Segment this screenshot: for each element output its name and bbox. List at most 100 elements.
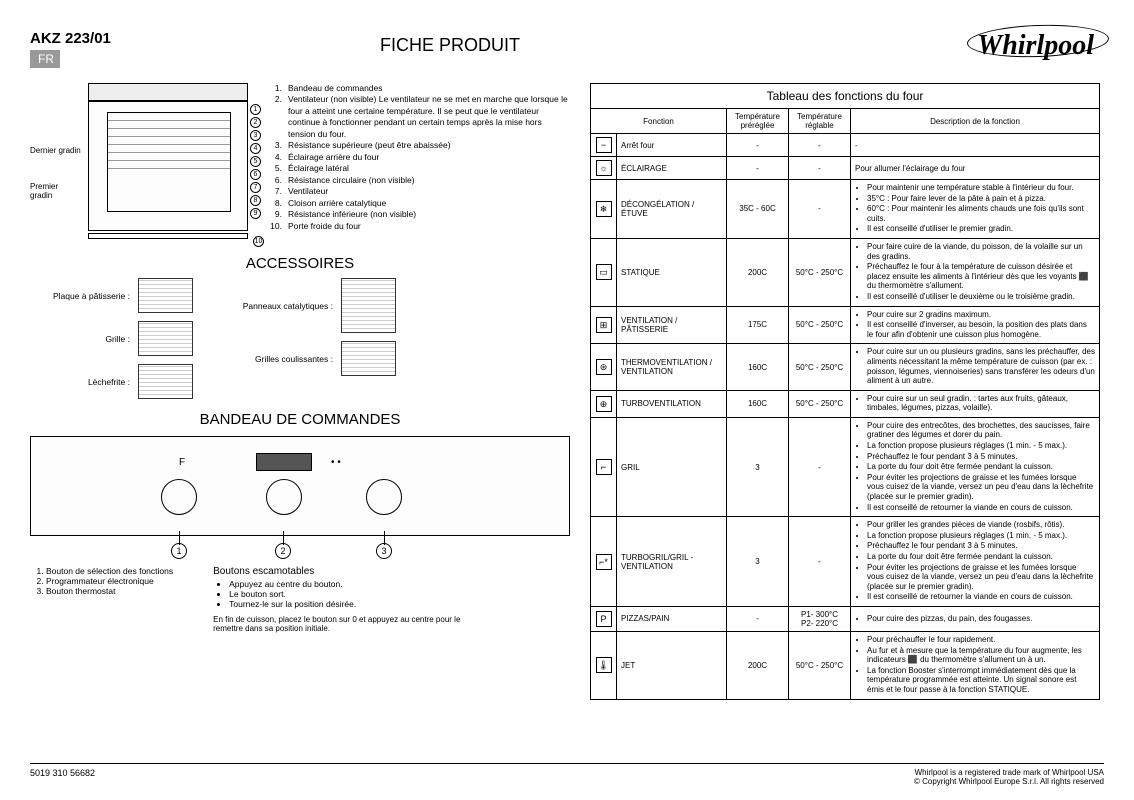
description-item: Préchauffez le four pendant 3 à 5 minute… (867, 452, 1095, 462)
description-item: Pour préchauffer le four rapidement. (867, 635, 1095, 645)
callout-text: Cloison arrière catalytique (288, 198, 570, 209)
callout-number: 4. (268, 152, 282, 163)
description-item: La porte du four doit être fermée pendan… (867, 462, 1095, 472)
label-premier-gradin: Premier gradin (30, 182, 82, 200)
adjustable-temp: - (789, 517, 851, 607)
callout-item: 10.Porte froide du four (268, 221, 570, 232)
th-function: Fonction (591, 109, 727, 134)
preset-temp: 160C (727, 344, 789, 390)
callout-text: Bandeau de commandes (288, 83, 570, 94)
function-icon: − (596, 137, 612, 153)
control-panel-title: BANDEAU DE COMMANDES (30, 411, 570, 428)
description-item: Au fur et à mesure que la température du… (867, 646, 1095, 665)
function-icon: ⌐ (596, 459, 612, 475)
function-icon-cell: ▭ (591, 238, 617, 306)
table-body: −Arrêt four---☼ÉCLAIRAGE--Pour allumer l… (591, 134, 1100, 700)
table-row: ❄DÉCONGÉLATION / ÉTUVE35C - 60C-Pour mai… (591, 180, 1100, 239)
callout-number: 6. (268, 175, 282, 186)
description-item: Pour cuire sur un ou plusieurs gradins, … (867, 347, 1095, 385)
retractable-item: Appuyez au centre du bouton. (229, 579, 463, 589)
callout-circle: 1 (171, 543, 187, 559)
oven-rack (108, 137, 230, 145)
function-icon-cell: ⊛ (591, 344, 617, 390)
callout-circle: 8 (250, 195, 261, 206)
function-description: Pour maintenir une température stable à … (851, 180, 1100, 239)
function-icon-cell: ❄ (591, 180, 617, 239)
oven-section: Dernier gradin Premier gradin (30, 83, 570, 243)
retractable-item: Tournez-le sur la position désirée. (229, 599, 463, 609)
model-number: AKZ 223/01 (30, 30, 111, 47)
function-description: - (851, 134, 1100, 157)
function-description: Pour cuire des pizzas, du pain, des foug… (851, 606, 1100, 631)
control-list: Bouton de sélection des fonctions Progra… (30, 566, 173, 633)
function-description: Pour cuire sur 2 gradins maximum.Il est … (851, 306, 1100, 344)
adjustable-temp: - (789, 417, 851, 516)
function-description: Pour allumer l'éclairage du four (851, 157, 1100, 180)
function-name: JET (617, 631, 727, 699)
callout-item: 6.Résistance circulaire (non visible) (268, 175, 570, 186)
function-icon-cell: − (591, 134, 617, 157)
function-description: Pour cuire sur un ou plusieurs gradins, … (851, 344, 1100, 390)
callout-circle: 1 (250, 104, 261, 115)
panel-display (256, 453, 312, 471)
accessory-icon (138, 364, 193, 399)
description-list: Pour griller les grandes pièces de viand… (855, 520, 1095, 602)
description-item: 60°C : Pour maintenir les aliments chaud… (867, 204, 1095, 223)
description-item: La fonction propose plusieurs réglages (… (867, 441, 1095, 451)
header-left: AKZ 223/01 FR (30, 30, 111, 68)
oven-top-panel (88, 83, 248, 101)
language-badge: FR (30, 50, 60, 68)
preset-temp: 200C (727, 238, 789, 306)
callout-circle: 3 (250, 130, 261, 141)
control-description: Bouton de sélection des fonctions Progra… (30, 566, 570, 633)
th-description: Description de la fonction (851, 109, 1100, 134)
function-icon-cell: ⊕ (591, 390, 617, 417)
table-row: −Arrêt four--- (591, 134, 1100, 157)
left-column: Dernier gradin Premier gradin (30, 83, 570, 700)
function-icon: ⊛ (596, 359, 612, 375)
description-item: Pour griller les grandes pièces de viand… (867, 520, 1095, 530)
callout-item: 4. Éclairage arrière du four (268, 152, 570, 163)
function-description: Pour cuire sur un seul gradin. : tartes … (851, 390, 1100, 417)
function-description: Pour cuire des entrecôtes, des brochette… (851, 417, 1100, 516)
footer-legal: Whirlpool is a registered trade mark of … (914, 768, 1104, 786)
accessory-item: Panneaux catalytiques : (233, 278, 396, 333)
callout-text: Résistance inférieure (non visible) (288, 209, 570, 220)
description-item: Pour maintenir une température stable à … (867, 183, 1095, 193)
callout-item: 5.Éclairage latéral (268, 163, 570, 174)
table-row: ⊛THERMOVENTILATION / VENTILATION160C50°C… (591, 344, 1100, 390)
table-row: PPIZZAS/PAIN-P1- 300°C P2- 220°CPour cui… (591, 606, 1100, 631)
description-item: Pour cuire des pizzas, du pain, des foug… (867, 614, 1095, 624)
callout-number: 10. (268, 221, 282, 232)
description-list: Pour préchauffer le four rapidement.Au f… (855, 635, 1095, 695)
preset-temp: - (727, 157, 789, 180)
description-list: Pour cuire des entrecôtes, des brochette… (855, 421, 1095, 512)
retractable-buttons-section: Boutons escamotables Appuyez au centre d… (213, 566, 463, 633)
adjustable-temp: - (789, 157, 851, 180)
description-item: Pour éviter les projections de graisse e… (867, 563, 1095, 592)
description-item: Pour cuire des entrecôtes, des brochette… (867, 421, 1095, 440)
label-dernier-gradin: Dernier gradin (30, 146, 82, 155)
oven-rack (108, 153, 230, 161)
description-item: Il est conseillé d'utiliser le premier g… (867, 224, 1095, 234)
accessory-icon (138, 278, 193, 313)
function-icon: ⊞ (596, 317, 612, 333)
callout-circle: 5 (250, 156, 261, 167)
table-header-row: Fonction Température préréglée Températu… (591, 109, 1100, 134)
callout-item: 3.Résistance supérieure (peut être abais… (268, 140, 570, 151)
page-title: FICHE PRODUIT (380, 35, 520, 56)
callout-text: Éclairage arrière du four (288, 152, 570, 163)
callout-item: 8.Cloison arrière catalytique (268, 198, 570, 209)
function-icon-cell: 🌡 (591, 631, 617, 699)
function-icon: ▭ (596, 264, 612, 280)
callout-text: Éclairage latéral (288, 163, 570, 174)
description-item: Pour éviter les projections de graisse e… (867, 473, 1095, 502)
callout-circle: 2 (275, 543, 291, 559)
oven-rack (108, 113, 230, 121)
description-item: La fonction propose plusieurs réglages (… (867, 531, 1095, 541)
callout-circle: 3 (376, 543, 392, 559)
function-name: ÉCLAIRAGE (617, 157, 727, 180)
table-row: ☼ÉCLAIRAGE--Pour allumer l'éclairage du … (591, 157, 1100, 180)
callout-circle: 6 (250, 169, 261, 180)
accessory-label: Grilles coulissantes : (233, 354, 333, 364)
